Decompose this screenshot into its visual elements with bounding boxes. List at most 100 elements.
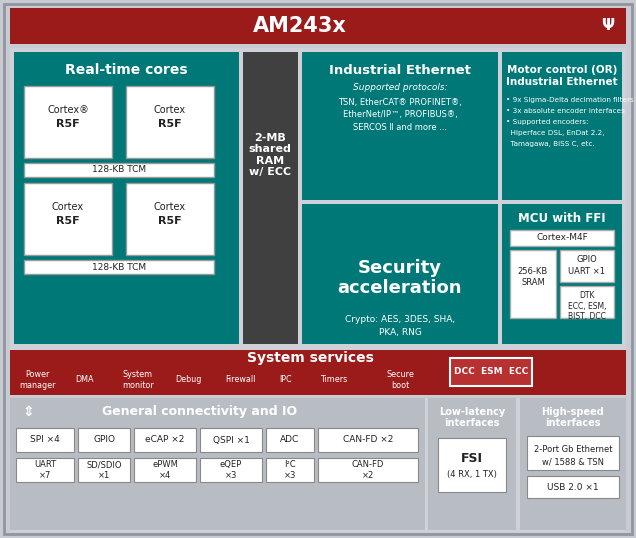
- Text: Cortex: Cortex: [154, 105, 186, 115]
- Bar: [502, 52, 622, 200]
- Text: UART ×1: UART ×1: [569, 267, 605, 277]
- Text: interfaces: interfaces: [445, 418, 500, 428]
- Text: R5F: R5F: [56, 119, 80, 129]
- Text: SD/SDIO
×1: SD/SDIO ×1: [86, 461, 121, 480]
- Text: UART
×7: UART ×7: [34, 461, 56, 480]
- Text: 128-KB TCM: 128-KB TCM: [92, 166, 146, 174]
- Bar: [527, 436, 619, 470]
- Text: DCC  ESM  ECC: DCC ESM ECC: [454, 367, 528, 377]
- Text: GPIO: GPIO: [93, 435, 115, 444]
- Text: ePWM
×4: ePWM ×4: [152, 461, 178, 480]
- Bar: [10, 8, 626, 44]
- Text: Supported protocols:: Supported protocols:: [353, 82, 447, 91]
- Bar: [78, 458, 130, 482]
- Bar: [450, 358, 532, 386]
- Text: Hiperface DSL, EnDat 2.2,: Hiperface DSL, EnDat 2.2,: [506, 130, 604, 136]
- Bar: [24, 183, 112, 255]
- Text: Crypto: AES, 3DES, SHA,: Crypto: AES, 3DES, SHA,: [345, 315, 455, 324]
- Bar: [200, 428, 262, 452]
- Text: CAN-FD ×2: CAN-FD ×2: [343, 435, 393, 444]
- Text: BIST, DCC: BIST, DCC: [568, 312, 606, 321]
- Text: w/ 1588 & TSN: w/ 1588 & TSN: [542, 457, 604, 466]
- Text: eQEP
×3: eQEP ×3: [220, 461, 242, 480]
- Text: SERCOS Ⅱ and more ...: SERCOS Ⅱ and more ...: [353, 124, 447, 132]
- Text: Secure
boot: Secure boot: [386, 370, 414, 390]
- Text: • Supported encoders:: • Supported encoders:: [506, 119, 588, 125]
- Bar: [134, 428, 196, 452]
- Text: High-speed: High-speed: [542, 407, 604, 417]
- Bar: [318, 458, 418, 482]
- Text: Security: Security: [358, 259, 442, 277]
- Bar: [134, 458, 196, 482]
- Text: 2-Port Gb Ethernet: 2-Port Gb Ethernet: [534, 444, 612, 454]
- Bar: [510, 230, 614, 246]
- Text: DMA: DMA: [76, 376, 94, 385]
- Text: TSN, EtherCAT® PROFINET®,: TSN, EtherCAT® PROFINET®,: [338, 97, 462, 107]
- Bar: [14, 52, 239, 344]
- Bar: [510, 250, 556, 318]
- Bar: [243, 52, 298, 344]
- Text: Debug: Debug: [175, 376, 201, 385]
- Text: GPIO: GPIO: [577, 256, 597, 265]
- Text: General connectivity and IO: General connectivity and IO: [102, 406, 298, 419]
- Text: 256-KB
SRAM: 256-KB SRAM: [518, 267, 548, 287]
- Text: Low-latency: Low-latency: [439, 407, 505, 417]
- Text: USB 2.0 ×1: USB 2.0 ×1: [547, 483, 599, 492]
- Text: System
monitor: System monitor: [122, 370, 154, 390]
- Bar: [10, 398, 626, 532]
- Text: • 9x Sigma-Delta decimation filters: • 9x Sigma-Delta decimation filters: [506, 97, 633, 103]
- Bar: [24, 86, 112, 158]
- Text: R5F: R5F: [158, 119, 182, 129]
- Bar: [24, 260, 214, 274]
- Bar: [302, 204, 498, 344]
- Text: Motor control (OR): Motor control (OR): [507, 65, 617, 75]
- Text: • 3x absolute encoder interfaces: • 3x absolute encoder interfaces: [506, 108, 625, 114]
- Text: Cortex-M4F: Cortex-M4F: [536, 233, 588, 243]
- Text: ⇕: ⇕: [22, 405, 34, 419]
- Text: 2-MB
shared
RAM
w/ ECC: 2-MB shared RAM w/ ECC: [249, 132, 291, 178]
- Text: Tamagawa, BiSS C, etc.: Tamagawa, BiSS C, etc.: [506, 141, 595, 147]
- Text: Firewall: Firewall: [225, 376, 255, 385]
- Bar: [438, 438, 506, 492]
- Bar: [560, 250, 614, 282]
- Text: Cortex®: Cortex®: [47, 105, 89, 115]
- Text: CAN-FD
×2: CAN-FD ×2: [352, 461, 384, 480]
- Text: ADC: ADC: [280, 435, 300, 444]
- Bar: [266, 428, 314, 452]
- Text: Industrial Ethernet: Industrial Ethernet: [506, 77, 618, 87]
- Text: acceleration: acceleration: [338, 279, 462, 297]
- Bar: [560, 286, 614, 318]
- Text: eCAP ×2: eCAP ×2: [145, 435, 184, 444]
- Text: I²C
×3: I²C ×3: [284, 461, 296, 480]
- Text: Industrial Ethernet: Industrial Ethernet: [329, 63, 471, 76]
- Text: SPI ×4: SPI ×4: [30, 435, 60, 444]
- Text: Timers: Timers: [321, 376, 348, 385]
- Text: AM243x: AM243x: [253, 16, 347, 36]
- Text: DTK: DTK: [579, 292, 595, 301]
- Text: 128-KB TCM: 128-KB TCM: [92, 263, 146, 272]
- Bar: [10, 350, 626, 395]
- Bar: [10, 398, 425, 530]
- Bar: [16, 458, 74, 482]
- Bar: [16, 428, 74, 452]
- Bar: [527, 476, 619, 498]
- Text: Cortex: Cortex: [52, 202, 84, 212]
- Text: MCU with FFI: MCU with FFI: [518, 211, 606, 224]
- Text: PKA, RNG: PKA, RNG: [378, 329, 422, 337]
- Text: Ψ: Ψ: [602, 18, 614, 33]
- Bar: [126, 86, 214, 158]
- Bar: [302, 52, 498, 200]
- Bar: [520, 398, 626, 530]
- Bar: [10, 48, 626, 353]
- Text: (4 RX, 1 TX): (4 RX, 1 TX): [447, 470, 497, 478]
- Bar: [428, 398, 516, 530]
- Text: System services: System services: [247, 351, 373, 365]
- Bar: [318, 428, 418, 452]
- Text: Real-time cores: Real-time cores: [65, 63, 188, 77]
- Text: FSI: FSI: [461, 451, 483, 464]
- Text: R5F: R5F: [158, 216, 182, 226]
- Bar: [266, 458, 314, 482]
- Text: R5F: R5F: [56, 216, 80, 226]
- Text: Cortex: Cortex: [154, 202, 186, 212]
- Text: ECC, ESM,: ECC, ESM,: [568, 301, 606, 310]
